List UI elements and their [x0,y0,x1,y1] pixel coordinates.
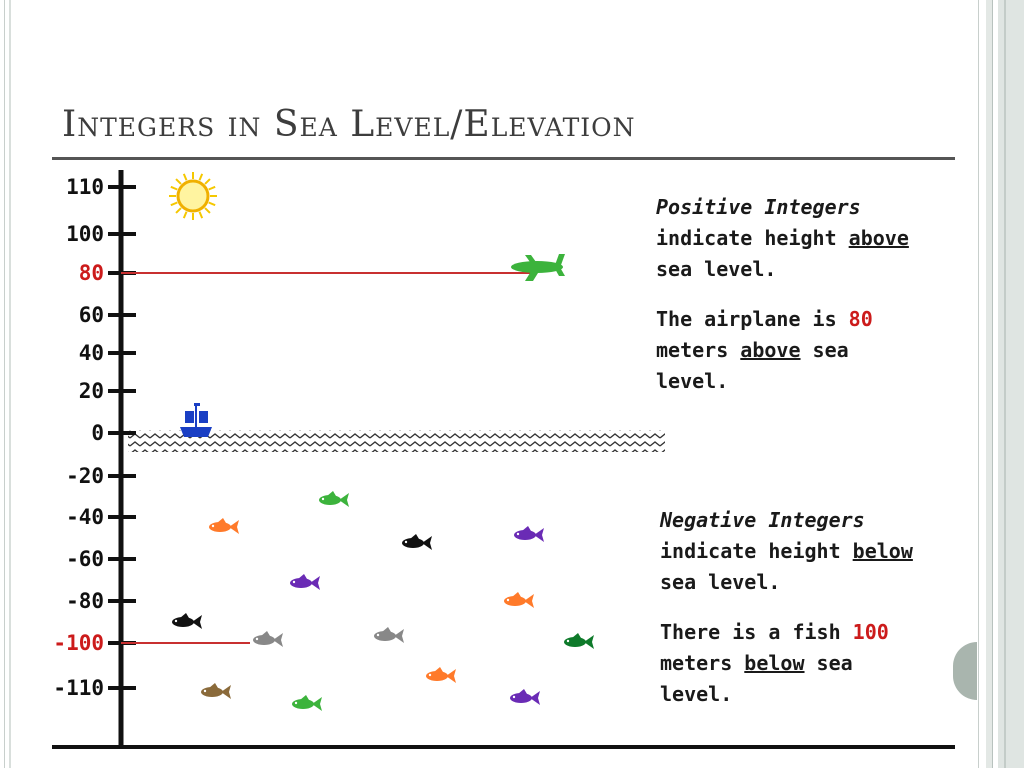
negative-below-word: below [852,539,913,563]
fish-icon [374,627,404,643]
axis-ticks: 110 100 80 60 40 20 0 -20 -40 -60 -80 -100 -110 [53,175,136,700]
fish-icon [319,491,349,507]
fish-icon [292,695,322,711]
fish-school [172,491,594,711]
slide-title: Integers in Sea Level/Elevation [62,104,636,145]
negative-line2: sea level. [660,570,781,594]
slide-frame-right [978,0,1024,768]
fish-icon [426,667,456,683]
positive-fact-number: 80 [848,307,873,331]
axis-tick-label: 60 [79,303,104,327]
negative-fact-line3: level. [660,682,733,706]
axis-tick-label: -100 [53,631,104,655]
axis-tick-label: 0 [91,421,104,445]
fish-icon [290,574,320,590]
positive-heading: Positive Integers [656,195,861,219]
axis-tick-label: 100 [66,222,104,246]
negative-fact-line2: meters below sea [660,651,853,675]
fish-icon [402,534,432,550]
axis-tick-label: 40 [79,341,104,365]
airplane-icon [511,254,565,281]
negative-fact-number: 100 [852,620,889,644]
fish-icon [209,518,239,534]
sun-icon [169,172,217,220]
fish-icon [172,613,202,629]
positive-fact-line3: level. [656,369,729,393]
axis-tick-label: 110 [66,175,104,199]
ship-icon [180,403,212,437]
negative-fact-line1: There is a fish 100 [660,620,889,644]
fish-icon [201,683,231,699]
positive-fact-line1: The airplane is 80 [656,307,873,331]
positive-note: Positive Integers indicate height above … [656,192,909,397]
fish-icon [253,631,283,647]
axis-tick-label: 20 [79,379,104,403]
fish-icon [514,526,544,542]
axis-tick-label: -80 [66,589,104,613]
axis-tick-label: 80 [79,261,104,285]
positive-line2: sea level. [656,257,777,281]
axis-tick-label: -60 [66,547,104,571]
positive-line1: indicate height above [656,226,909,250]
title-rule [52,157,955,160]
fish-icon [510,689,540,705]
negative-note: Negative Integers indicate height below … [660,505,913,710]
waves-pattern [128,430,665,452]
axis-tick-label: -110 [53,676,104,700]
fish-icon [564,633,594,649]
slide-tab-decoration [953,642,977,700]
axis-tick-label: -20 [66,464,104,488]
fish-icon [504,592,534,608]
positive-above-word: above [848,226,909,250]
negative-line1: indicate height below [660,539,913,563]
slide-frame-left [0,0,12,768]
axis-tick-label: -40 [66,505,104,529]
negative-heading: Negative Integers [660,508,865,532]
positive-fact-line2: meters above sea [656,338,849,362]
